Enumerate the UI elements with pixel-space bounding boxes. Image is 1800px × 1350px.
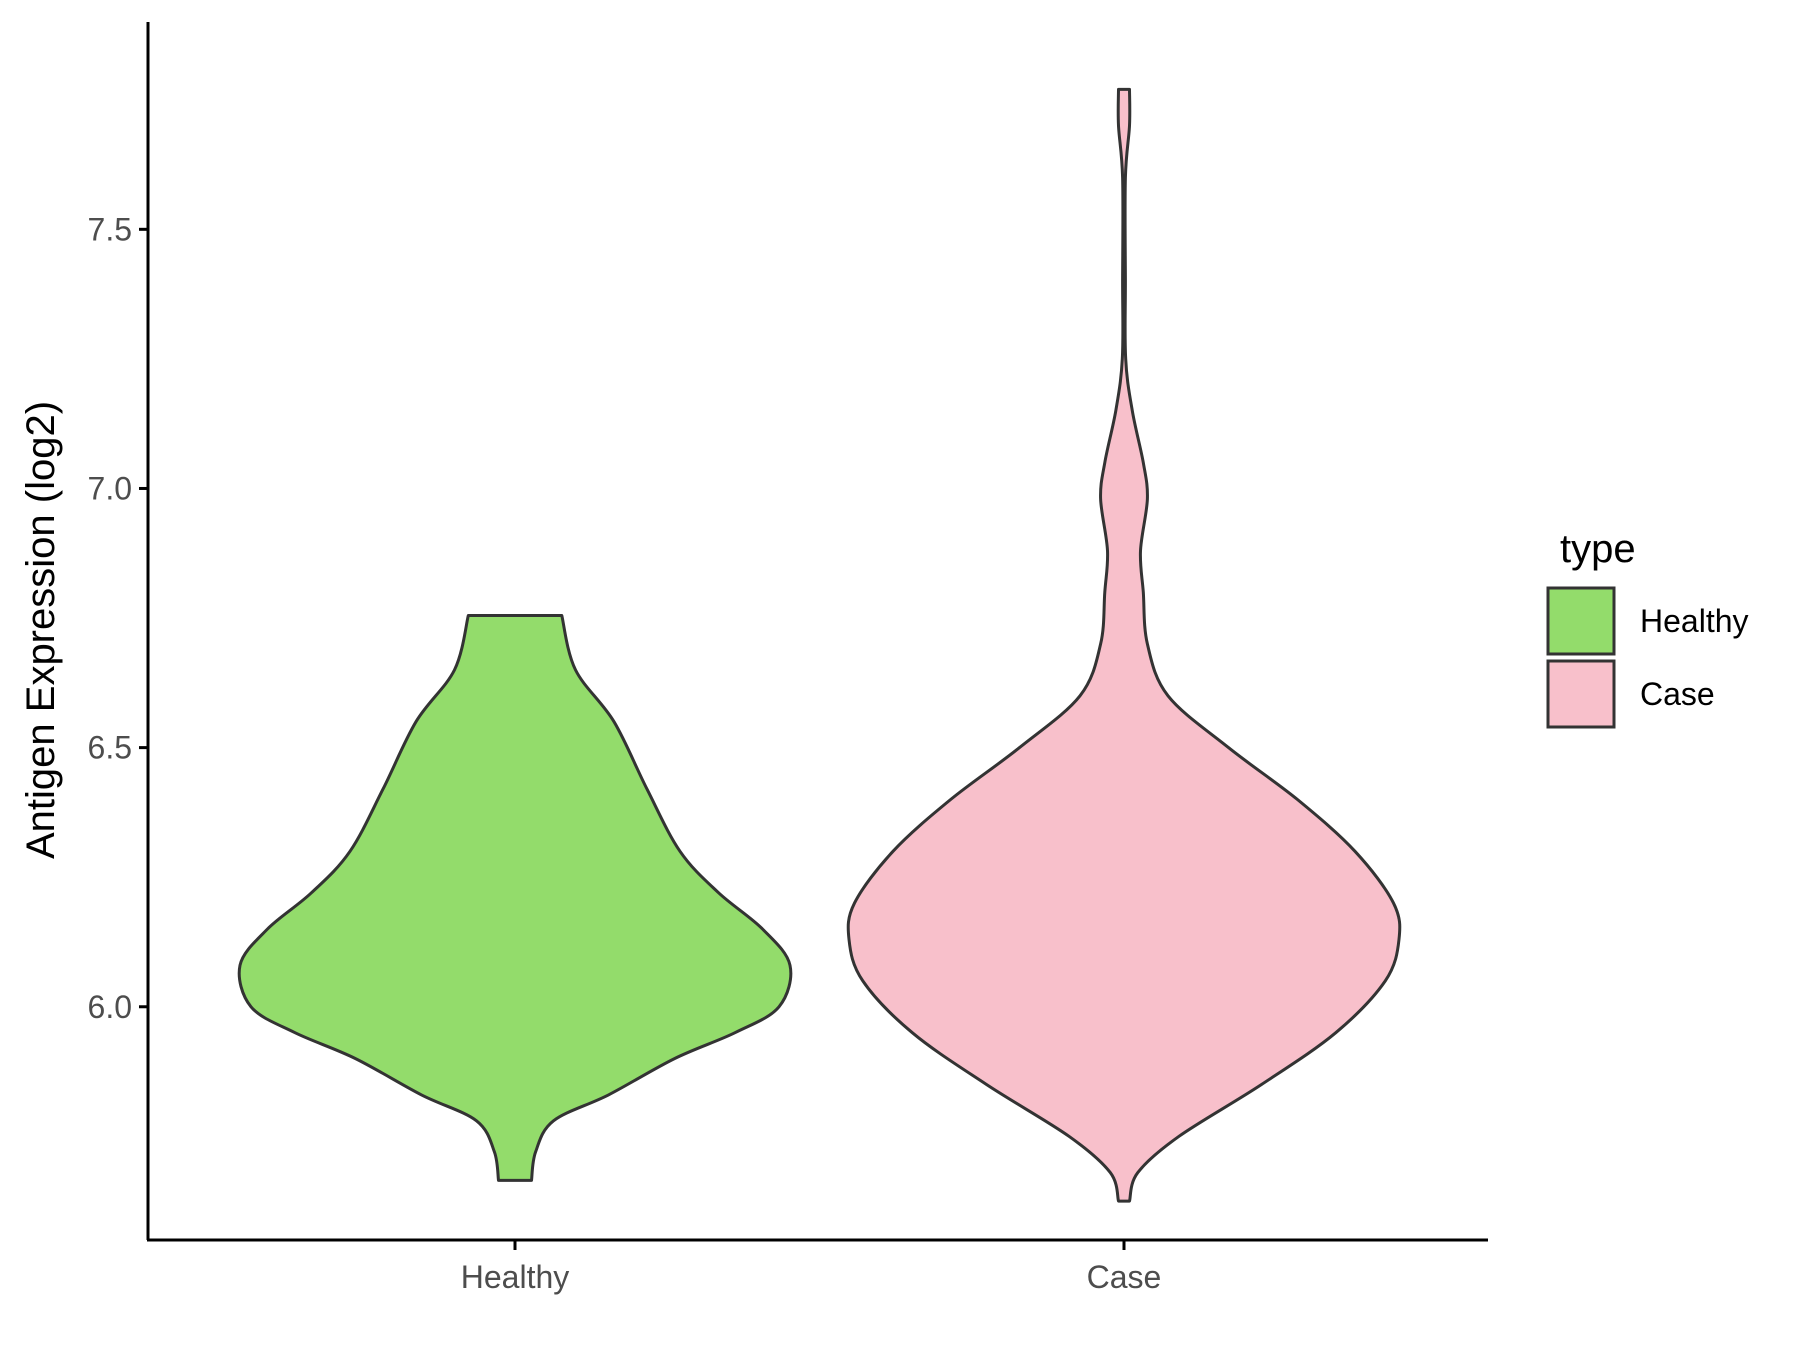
- legend: type Healthy Case: [1546, 527, 1749, 729]
- y-tick-label: 6.5: [88, 730, 132, 766]
- legend-entries: Healthy Case: [1546, 586, 1749, 729]
- legend-label-case: Case: [1640, 676, 1715, 712]
- x-tick-label: Case: [1087, 1259, 1162, 1295]
- x-ticks: Healthy Case: [461, 1240, 1162, 1295]
- y-axis-title: Antigen Expression (log2): [19, 401, 63, 859]
- x-tick-label: Healthy: [461, 1259, 570, 1295]
- legend-title: type: [1560, 527, 1636, 571]
- violin-healthy: [237, 614, 793, 1182]
- violin-case: [846, 87, 1402, 1203]
- y-tick-label: 7.5: [88, 211, 132, 247]
- legend-key-case: [1546, 659, 1616, 729]
- y-ticks: 6.0 6.5 7.0 7.5: [88, 211, 148, 1025]
- legend-label-healthy: Healthy: [1640, 603, 1749, 639]
- plot-area: 6.0 6.5 7.0 7.5 Healthy Case: [88, 22, 1488, 1295]
- y-tick-label: 6.0: [88, 989, 132, 1025]
- y-tick-label: 7.0: [88, 470, 132, 506]
- legend-key-healthy: [1546, 586, 1616, 656]
- violins: [237, 87, 1402, 1203]
